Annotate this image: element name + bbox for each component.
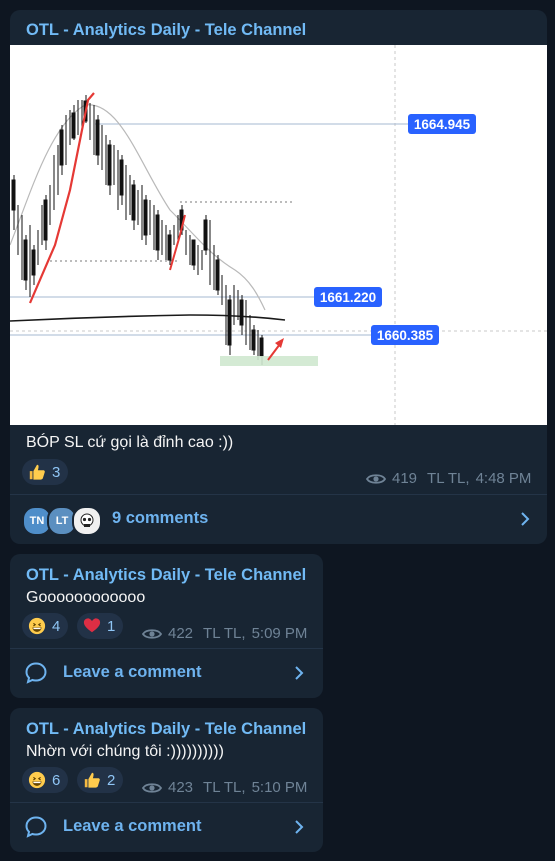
- chart-image[interactable]: 1664.945 1661.220 1660.385: [10, 45, 547, 425]
- post-meta: 422 TL TL, 5:09 PM: [142, 625, 307, 642]
- reaction-thumbs-up[interactable]: 3: [22, 459, 69, 485]
- views-eye-icon: [142, 782, 162, 793]
- post-caption: BÓP SL cứ gọi là đỉnh cao :)): [26, 434, 234, 451]
- trend-line-up: [28, 92, 95, 304]
- channel-post-3: OTL - Analytics Daily - Tele Channel Nhờ…: [10, 708, 323, 852]
- post-text: Goooooooooooo: [26, 589, 146, 606]
- post-time: 5:09 PM: [251, 625, 308, 642]
- divider: [10, 648, 323, 649]
- sender-name[interactable]: OTL - Analytics Daily - Tele Channel: [26, 21, 307, 39]
- chevron-right-icon: [521, 512, 530, 526]
- thumbs-up-icon: [84, 772, 100, 788]
- leave-comment-button[interactable]: Leave a comment: [10, 649, 323, 697]
- reaction-count: 4: [52, 617, 61, 635]
- reaction-thumbs-up[interactable]: 2: [77, 767, 124, 793]
- channel-post-2: OTL - Analytics Daily - Tele Channel Goo…: [10, 554, 323, 698]
- divider: [10, 802, 323, 803]
- comments-count-label: 9 comments: [112, 509, 209, 527]
- sender-name[interactable]: OTL - Analytics Daily - Tele Channel: [26, 720, 307, 738]
- thumbs-up-icon: [29, 464, 45, 480]
- comment-bubble-icon: [25, 662, 47, 684]
- avatar: TN: [22, 506, 52, 536]
- views-eye-icon: [142, 628, 162, 639]
- divider: [10, 494, 547, 495]
- chevron-right-icon: [295, 666, 304, 680]
- views-eye-icon: [366, 473, 386, 484]
- post-time: 5:10 PM: [251, 779, 308, 796]
- price-label-1660-bg: [371, 325, 439, 345]
- trend-line-down: [169, 214, 186, 271]
- channel-post-1: OTL - Analytics Daily - Tele Channel: [10, 10, 547, 544]
- chevron-right-icon: [295, 820, 304, 834]
- leave-comment-label: Leave a comment: [63, 817, 202, 835]
- trend-arrow: [267, 343, 281, 361]
- views-count: 422: [168, 625, 194, 642]
- views-count: 423: [168, 779, 194, 796]
- reaction-grinning[interactable]: 6: [22, 767, 69, 793]
- leave-comment-label: Leave a comment: [63, 663, 202, 681]
- post-meta: 423 TL TL, 5:10 PM: [142, 779, 307, 796]
- long-ma-line: [10, 314, 286, 322]
- reaction-count: 1: [107, 617, 116, 635]
- reaction-grinning[interactable]: 4: [22, 613, 69, 639]
- sender-name[interactable]: OTL - Analytics Daily - Tele Channel: [26, 566, 307, 584]
- candlesticks: [11, 95, 264, 365]
- views-count: 419: [392, 470, 418, 487]
- post-author: TL TL,: [203, 625, 246, 642]
- comment-bubble-icon: [25, 816, 47, 838]
- reaction-count: 6: [52, 771, 61, 789]
- post-author: TL TL,: [203, 779, 246, 796]
- short-ma-line: [10, 104, 266, 311]
- post-author: TL TL,: [427, 470, 470, 487]
- post-time: 4:48 PM: [475, 470, 532, 487]
- avatar-image: [72, 506, 102, 536]
- heart-icon: [83, 618, 101, 633]
- price-label-1664-bg: [408, 114, 476, 134]
- comments-button[interactable]: TN LT 9 comments: [10, 495, 547, 543]
- skull-icon: [80, 513, 94, 527]
- post-meta: 419 TL TL, 4:48 PM: [366, 470, 531, 487]
- grinning-face-icon: [28, 617, 46, 635]
- reaction-count: 3: [52, 463, 61, 481]
- post-text: Nhờn với chúng tôi :)))))))))): [26, 743, 224, 760]
- reaction-count: 2: [107, 771, 116, 789]
- grinning-face-icon: [28, 771, 46, 789]
- support-zone: [220, 356, 318, 366]
- price-label-1664: 1664.945: [414, 117, 471, 132]
- price-label-1661-bg: [314, 287, 382, 307]
- price-label-1660: 1660.385: [377, 328, 434, 343]
- leave-comment-button[interactable]: Leave a comment: [10, 803, 323, 851]
- price-label-1661: 1661.220: [320, 290, 376, 305]
- reaction-heart[interactable]: 1: [77, 613, 124, 639]
